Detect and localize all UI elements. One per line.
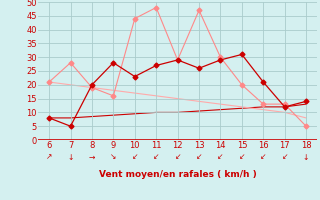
Text: ↙: ↙ (132, 152, 138, 162)
Text: ↙: ↙ (217, 152, 224, 162)
Text: ↘: ↘ (110, 152, 116, 162)
Text: ↙: ↙ (260, 152, 267, 162)
Text: ↙: ↙ (196, 152, 202, 162)
Text: →: → (89, 152, 95, 162)
Text: ↙: ↙ (174, 152, 181, 162)
Text: ↙: ↙ (239, 152, 245, 162)
Text: ↓: ↓ (67, 152, 74, 162)
Text: ↓: ↓ (303, 152, 309, 162)
Text: ↗: ↗ (46, 152, 52, 162)
Text: ↙: ↙ (153, 152, 159, 162)
X-axis label: Vent moyen/en rafales ( km/h ): Vent moyen/en rafales ( km/h ) (99, 170, 256, 179)
Text: ↙: ↙ (282, 152, 288, 162)
